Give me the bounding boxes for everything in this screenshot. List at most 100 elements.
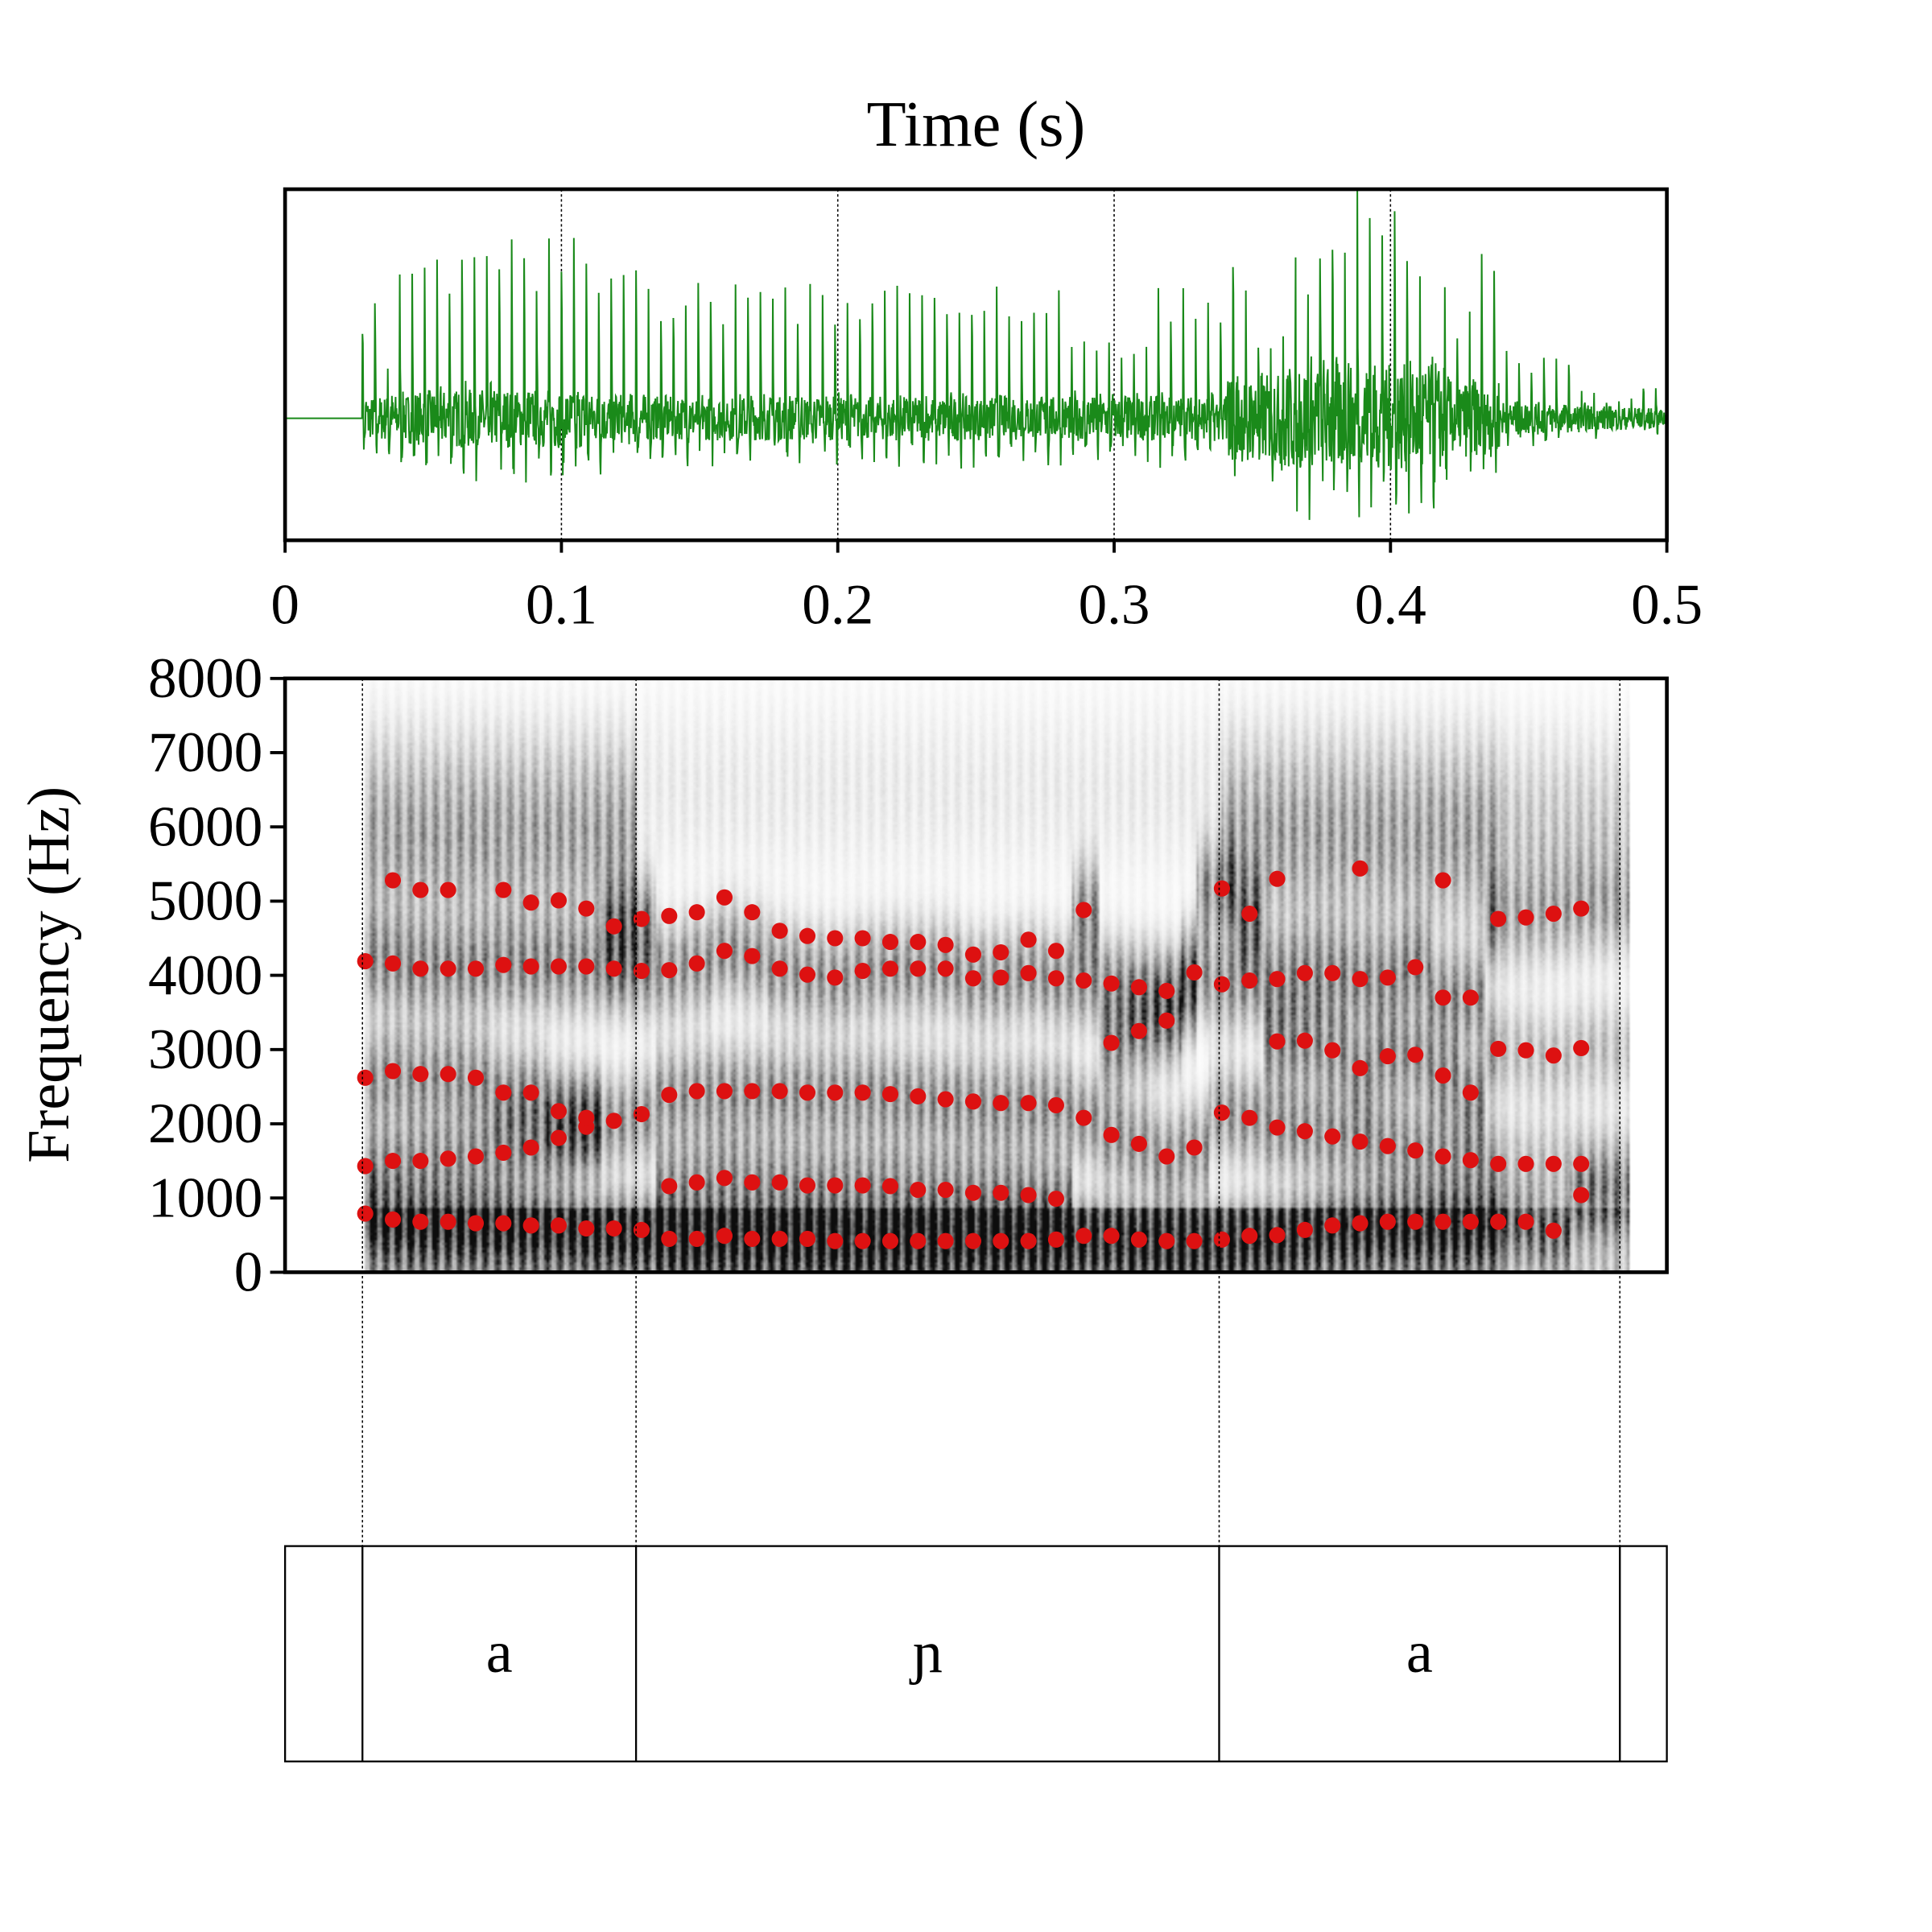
formant-dot — [910, 1232, 927, 1249]
formant-dot — [744, 904, 761, 921]
formant-dot — [1020, 1187, 1037, 1203]
formant-dot — [495, 1144, 512, 1162]
formant-dot — [716, 1228, 733, 1245]
formant-dot — [1241, 1109, 1258, 1126]
formant-dot — [1269, 1227, 1286, 1244]
formant-dot — [881, 1232, 898, 1249]
formant-dot — [412, 1066, 429, 1083]
y-tick-label: 0 — [234, 1241, 263, 1304]
formant-dot — [1517, 909, 1534, 926]
formant-dot — [1158, 1012, 1175, 1029]
formant-dot — [964, 1093, 981, 1110]
formant-dot — [1213, 880, 1230, 897]
formant-dot — [688, 955, 705, 972]
formant-dot — [605, 918, 622, 935]
formant-dot — [1075, 972, 1092, 989]
formant-dot — [1047, 970, 1064, 987]
formant-dot — [1545, 1155, 1562, 1172]
formant-dot — [1379, 1213, 1396, 1230]
formant-dot — [1407, 1213, 1424, 1230]
formant-dot — [910, 934, 927, 951]
tier-frame — [283, 1545, 1668, 1763]
formant-dot — [633, 910, 650, 927]
formant-dot — [440, 1066, 456, 1083]
formant-dot — [1047, 1191, 1064, 1208]
formant-dot — [799, 966, 816, 983]
formant-dot — [495, 881, 512, 898]
formant-dot — [771, 960, 788, 977]
formant-dot — [993, 943, 1009, 961]
formant-dot — [993, 1095, 1009, 1112]
x-tick-label: 0.1 — [526, 574, 597, 637]
formant-dot — [1269, 1119, 1286, 1136]
formant-dot — [1047, 1231, 1064, 1248]
formant-dot — [384, 1153, 402, 1170]
formant-dot — [357, 1158, 374, 1174]
formant-dot — [1435, 1148, 1451, 1165]
formant-dot — [964, 946, 981, 963]
formant-dot — [964, 970, 981, 987]
formant-dot — [827, 969, 844, 986]
formant-dot — [578, 958, 595, 975]
formant-dot — [1130, 1022, 1147, 1039]
formant-dot — [827, 1232, 844, 1249]
y-tick-label: 6000 — [148, 795, 262, 858]
formant-dot — [384, 1063, 402, 1080]
formant-dot — [440, 1213, 456, 1230]
formant-dot — [744, 1230, 761, 1247]
formant-dot — [1103, 1126, 1120, 1143]
formant-dot — [495, 956, 512, 973]
formant-dot — [1435, 989, 1451, 1006]
formant-dot — [440, 1150, 456, 1167]
formant-dot — [1186, 1139, 1203, 1156]
formant-dot — [1517, 1213, 1534, 1230]
formant-dot — [910, 1182, 927, 1199]
formant-dot — [1158, 1232, 1175, 1249]
y-tick-label: 2000 — [148, 1092, 262, 1155]
formant-dot — [1545, 1047, 1562, 1064]
formant-dot — [799, 1177, 816, 1194]
formant-dot — [937, 936, 954, 953]
formant-dot — [605, 1113, 622, 1129]
formant-dot — [522, 1084, 539, 1101]
frequency-axis-title: Frequency (Hz) — [16, 786, 82, 1163]
formant-dot — [881, 1178, 898, 1195]
formant-dot — [1573, 900, 1590, 917]
formant-dot — [993, 1184, 1009, 1201]
y-tick-label: 1000 — [148, 1166, 262, 1229]
tier-interval-label: ɲ — [909, 1620, 943, 1686]
formant-dot — [1130, 1135, 1147, 1152]
formant-dot — [412, 881, 429, 898]
formant-dot — [1269, 870, 1286, 887]
formant-dot — [1269, 1033, 1286, 1050]
formant-dot — [1462, 989, 1479, 1006]
formant-dot — [744, 1083, 761, 1100]
time-axis-title: Time (s) — [866, 89, 1085, 160]
formant-dot — [1047, 1096, 1064, 1114]
formant-dot — [661, 962, 678, 979]
formant-dot — [1324, 964, 1341, 981]
formant-dot — [881, 960, 898, 977]
formant-dot — [1075, 1109, 1092, 1126]
formant-dot — [1517, 1155, 1534, 1172]
waveform-panel: 0 0.1 0.2 0.3 0.4 0.5 — [270, 187, 1703, 637]
formant-dot — [1435, 1067, 1451, 1084]
formant-dot — [1324, 1042, 1341, 1059]
y-tick-label: 8000 — [148, 647, 262, 710]
formant-dot — [1103, 1228, 1120, 1245]
formant-dot — [357, 953, 374, 970]
x-tick-label: 0.3 — [1079, 574, 1150, 637]
formant-dot — [412, 1213, 429, 1230]
formant-dot — [688, 1230, 705, 1247]
formant-dot — [688, 904, 705, 921]
formant-dot — [910, 960, 927, 977]
formant-dot — [357, 1069, 374, 1086]
formant-dot — [550, 1103, 568, 1120]
formant-dot — [467, 1148, 485, 1165]
formant-dot — [357, 1205, 374, 1222]
formant-dot — [440, 881, 456, 898]
formant-dot — [827, 1084, 844, 1101]
formant-dot — [771, 1230, 788, 1247]
formant-dot — [384, 872, 402, 889]
tier-interval-label: a — [486, 1620, 513, 1686]
